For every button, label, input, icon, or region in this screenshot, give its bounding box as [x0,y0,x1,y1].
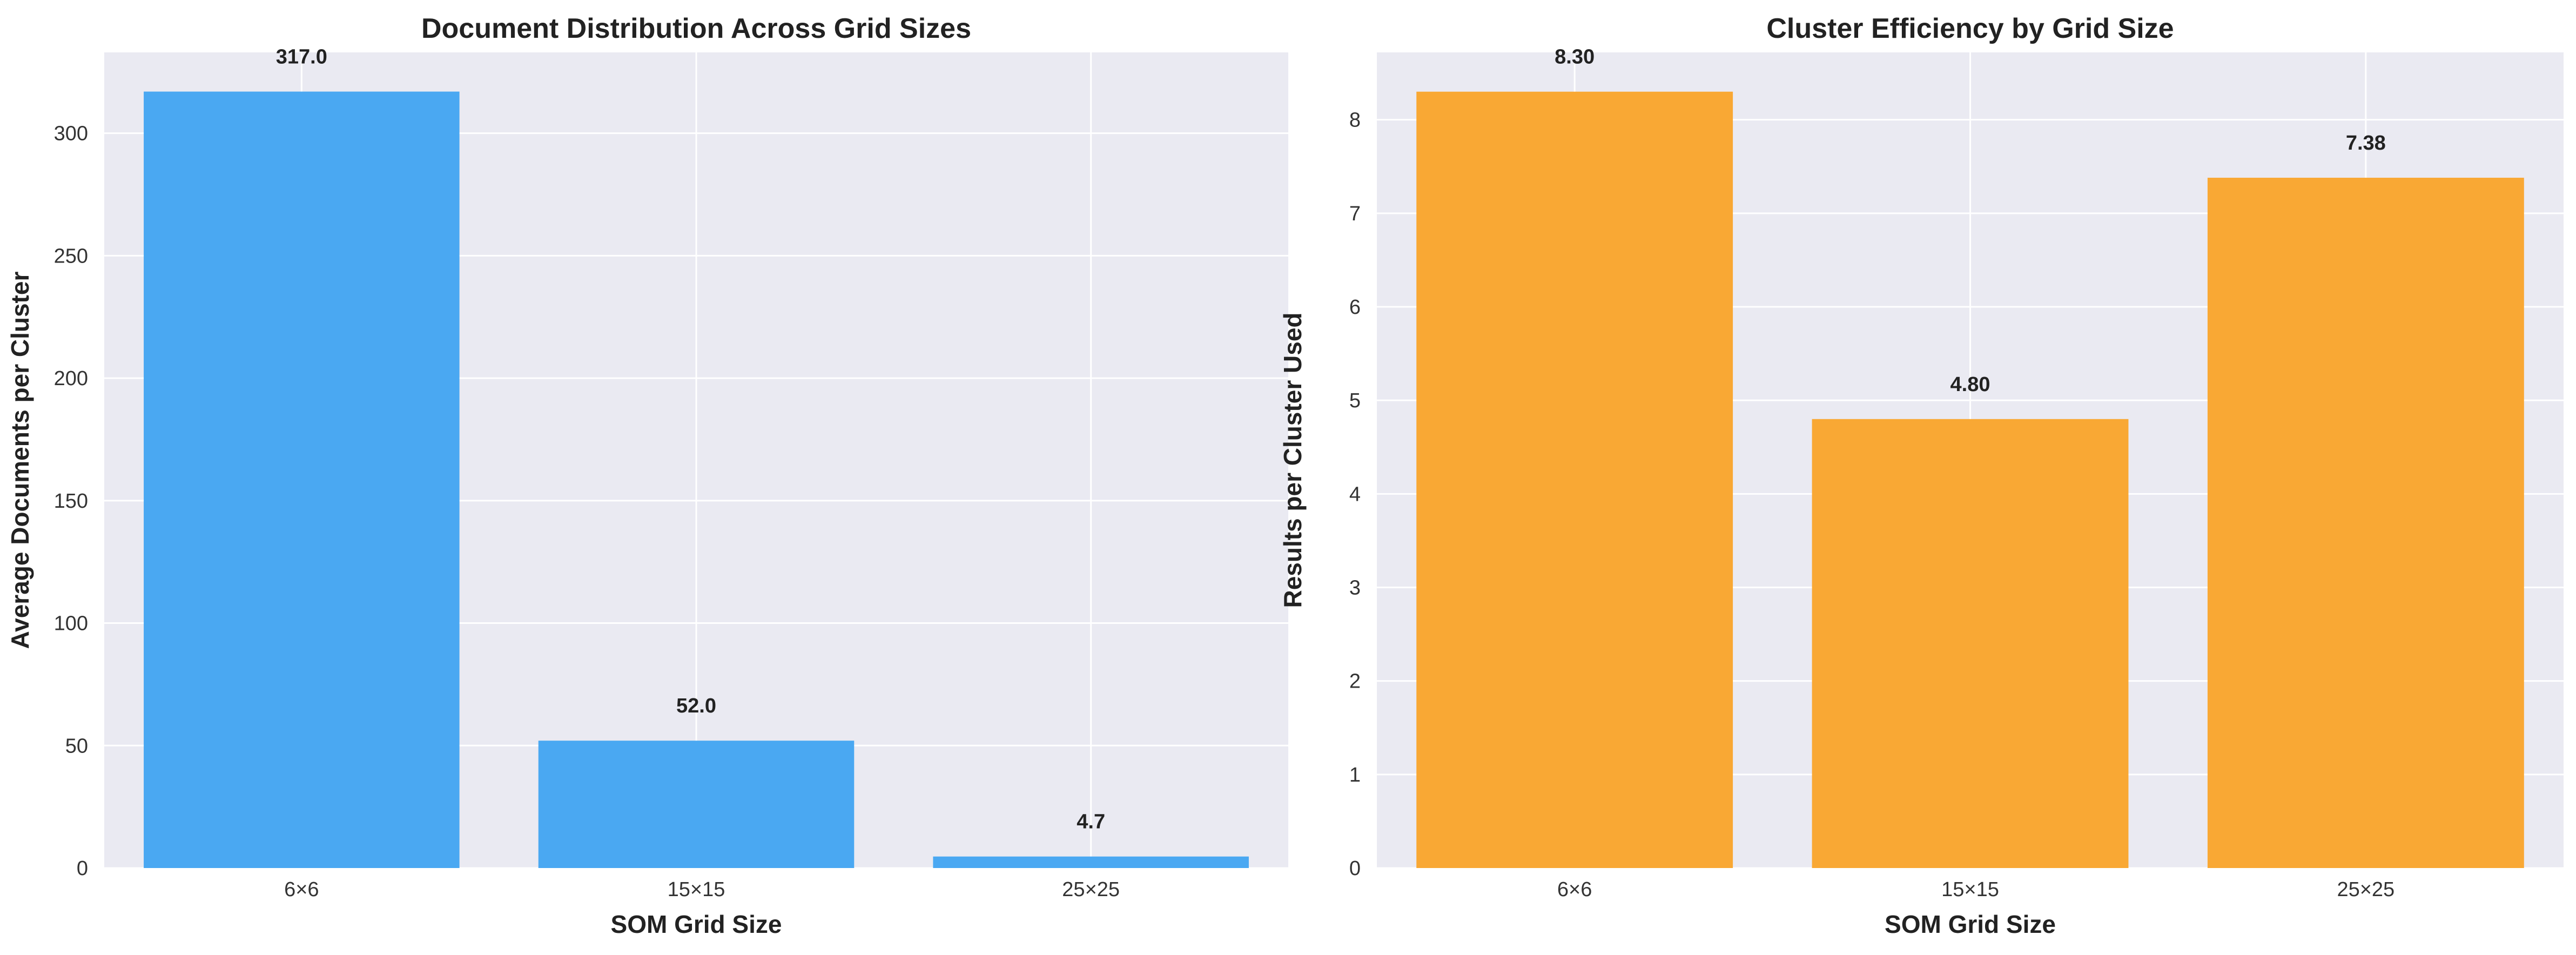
x-tick-label: 25×25 [2337,878,2395,901]
bar-value-label: 317.0 [276,46,327,69]
x-tick-label: 6×6 [1557,878,1592,901]
y-tick-labels: 0 50 100 150 200 250 300 [54,123,88,880]
y-tick-label: 0 [1349,857,1361,880]
y-tick-label: 1 [1349,764,1361,786]
y-tick-labels: 0 1 2 3 4 5 6 7 8 [1349,109,1361,880]
y-tick-label: 2 [1349,670,1361,693]
x-tick-label: 15×15 [1941,878,1999,901]
bars [144,91,1249,869]
x-tick-labels: 6×6 15×15 25×25 [284,878,1120,901]
bar-15×15 [538,741,855,868]
chart-document-distribution: 317.0 52.0 4.7 0 50 100 150 200 250 300 6×6 15×15… [6,13,1288,938]
bar-25×25 [933,856,1249,868]
y-tick-label: 0 [77,857,88,880]
y-tick-label: 250 [54,245,88,267]
bar-6×6 [144,91,460,869]
bar-value-labels: 317.0 52.0 4.7 [276,46,1105,833]
x-axis-label: SOM Grid Size [611,910,782,938]
y-tick-label: 7 [1349,203,1361,225]
bars [1416,91,2524,869]
y-tick-label: 300 [54,123,88,145]
bar-value-label: 8.30 [1555,46,1595,69]
bar-25×25 [2207,178,2524,869]
chart-title: Document Distribution Across Grid Sizes [421,13,971,44]
x-tick-label: 6×6 [284,878,319,901]
y-tick-label: 150 [54,490,88,513]
bar-value-label: 7.38 [2346,132,2386,154]
y-tick-label: 4 [1349,483,1361,506]
y-tick-label: 5 [1349,389,1361,412]
y-tick-label: 100 [54,613,88,635]
x-tick-label: 15×15 [668,878,725,901]
y-tick-label: 200 [54,367,88,390]
y-tick-label: 50 [65,735,88,757]
bar-value-labels: 8.30 4.80 7.38 [1555,46,2386,396]
y-tick-label: 8 [1349,109,1361,132]
bar-value-label: 4.80 [1951,373,1990,396]
bar-15×15 [1812,419,2129,868]
bar-value-label: 4.7 [1077,811,1105,833]
y-tick-label: 6 [1349,296,1361,319]
chart-cluster-efficiency: 8.30 4.80 7.38 0 1 2 3 4 5 6 7 8 6×6 15×15 25×25 Clu… [1279,13,2564,938]
bar-value-label: 52.0 [676,695,716,717]
bar-6×6 [1416,91,1733,868]
y-tick-label: 3 [1349,577,1361,600]
x-tick-label: 25×25 [1062,878,1120,901]
chart-title: Cluster Efficiency by Grid Size [1766,13,2174,44]
x-axis-label: SOM Grid Size [1885,910,2056,938]
y-axis-label: Average Documents per Cluster [6,272,34,649]
y-axis-label: Results per Cluster Used [1279,312,1307,608]
x-tick-labels: 6×6 15×15 25×25 [1557,878,2395,901]
